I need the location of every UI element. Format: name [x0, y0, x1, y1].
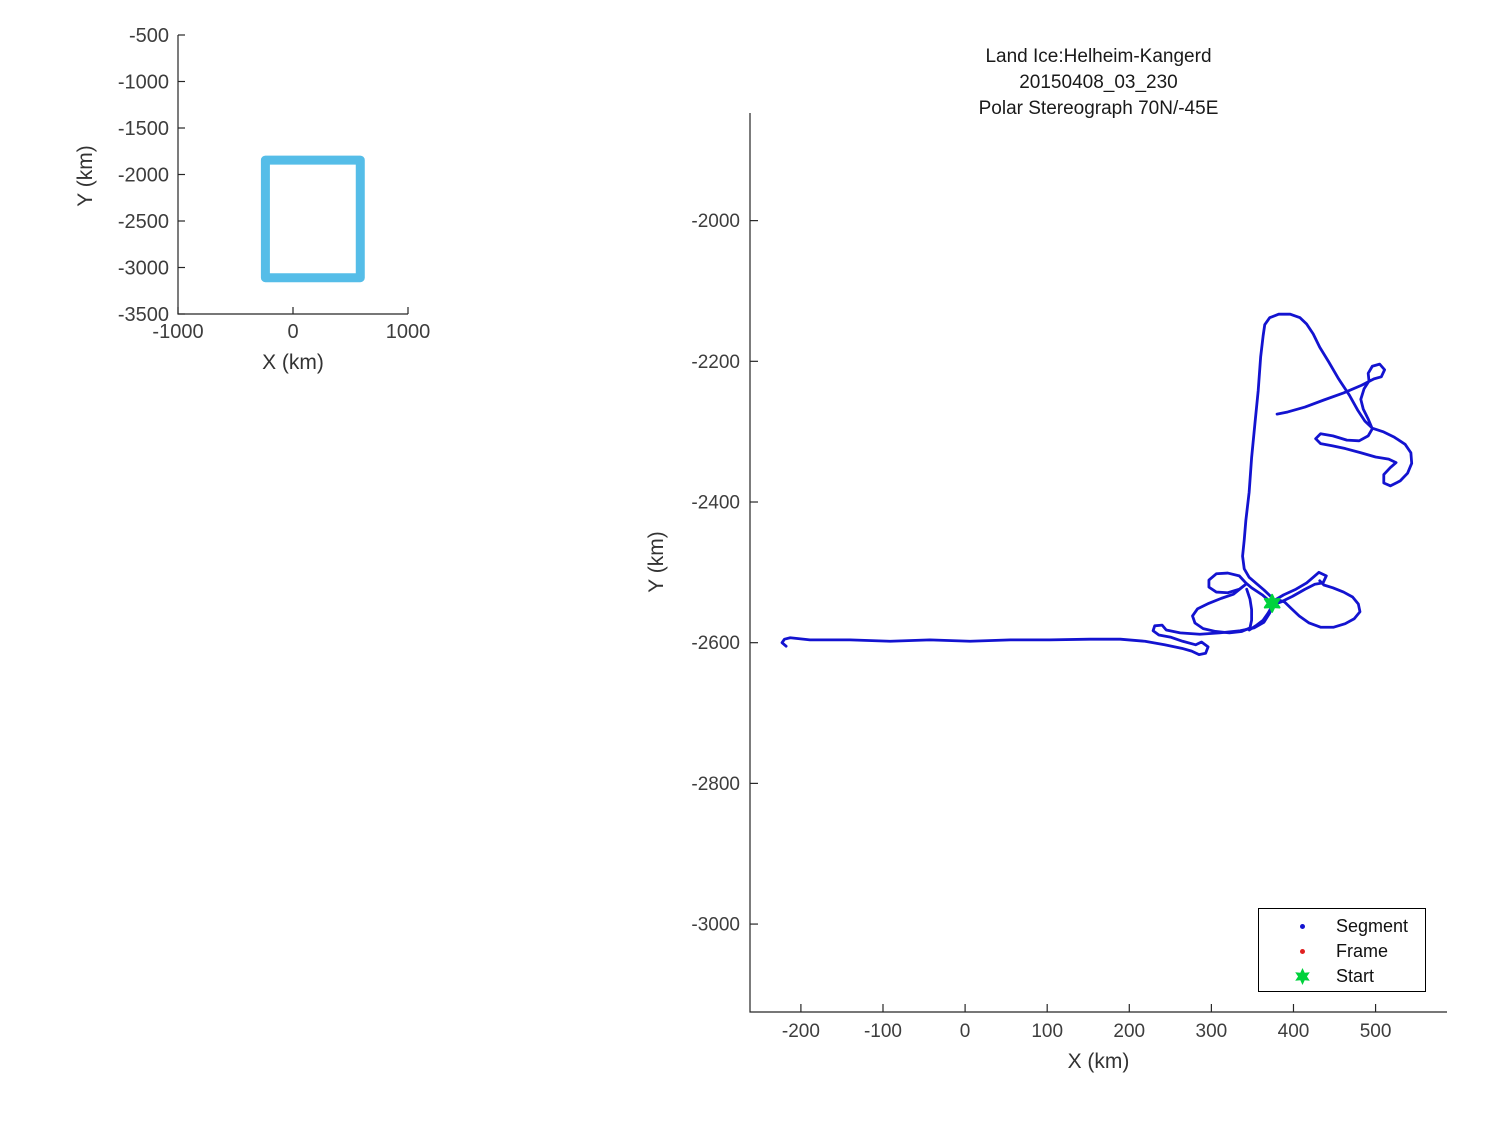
x-tick-label: -1000	[152, 321, 203, 343]
y-tick-label: -2600	[691, 633, 740, 654]
frame-dot-icon	[1292, 949, 1312, 954]
main-y-axis-label: Y (km)	[645, 531, 668, 593]
x-tick-label: 1000	[386, 321, 431, 343]
y-tick-label: -3000	[118, 257, 169, 279]
start-marker	[1263, 593, 1281, 613]
y-tick-label: -1000	[118, 71, 169, 93]
x-tick-label: 300	[1196, 1021, 1228, 1042]
y-tick-label: -2500	[118, 211, 169, 233]
track-segment	[1247, 604, 1274, 632]
y-tick-label: -2400	[691, 492, 740, 513]
track-segment	[1241, 312, 1414, 599]
x-tick-label: -100	[864, 1021, 902, 1042]
title-line-3: Polar Stereograph 70N/-45E	[978, 98, 1219, 119]
legend-label-start: Start	[1336, 966, 1375, 986]
track-segment	[780, 603, 1274, 657]
main-axes: -200 -100 0 100 200 300 400 500 -2000 -2200 -2400 -…	[691, 113, 1447, 1042]
main-plot-title: Land Ice:Helheim-Kangerd 20150408_03_230…	[750, 44, 1447, 122]
main-x-axis-label: X (km)	[1067, 1050, 1130, 1073]
x-tick-label: 0	[960, 1021, 971, 1042]
legend-item-start: Start	[1259, 964, 1425, 989]
legend-label-frame: Frame	[1336, 941, 1389, 961]
coverage-outline	[260, 155, 365, 283]
segment-dot-icon	[1292, 924, 1312, 929]
inset-axes: -1000 0 1000 -500 -1000 -1500 -2000 -2500 -3000 -…	[118, 25, 430, 343]
y-tick-label: -1500	[118, 118, 169, 140]
track-segment	[1271, 570, 1328, 606]
x-tick-label: 400	[1278, 1021, 1310, 1042]
track-segment	[1191, 571, 1274, 635]
legend-item-frame: Frame	[1259, 939, 1425, 964]
y-tick-label: -500	[129, 25, 169, 47]
y-tick-label: -2200	[691, 352, 740, 373]
x-tick-label: -200	[782, 1021, 820, 1042]
legend-item-segment: Segment	[1259, 914, 1425, 939]
legend-box: Segment Frame Start	[1258, 908, 1426, 992]
inset-y-axis-label: Y (km)	[74, 145, 97, 207]
y-tick-label: -2800	[691, 774, 740, 795]
x-tick-label: 200	[1113, 1021, 1145, 1042]
start-star-icon	[1292, 967, 1312, 986]
y-tick-label: -2000	[691, 211, 740, 232]
title-line-1: Land Ice:Helheim-Kangerd	[985, 46, 1212, 67]
inset-x-axis-label: X (km)	[262, 351, 324, 374]
y-tick-label: -2000	[118, 164, 169, 186]
x-tick-label: 100	[1031, 1021, 1063, 1042]
x-tick-label: 500	[1360, 1021, 1392, 1042]
y-tick-label: -3500	[118, 304, 169, 326]
legend-label-segment: Segment	[1336, 916, 1409, 936]
y-tick-label: -3000	[691, 915, 740, 936]
title-line-2: 20150408_03_230	[1019, 72, 1178, 93]
track-segment	[1276, 579, 1362, 629]
x-tick-label: 0	[287, 321, 298, 343]
